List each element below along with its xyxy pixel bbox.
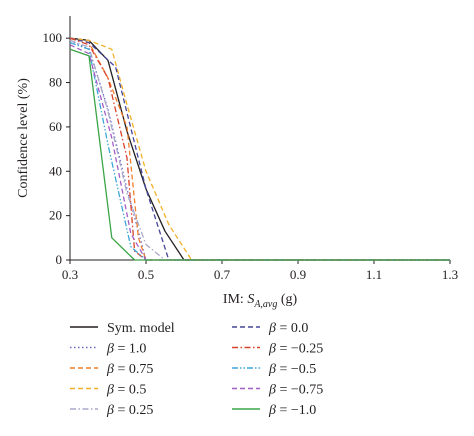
y-tick-label: 0 <box>56 252 63 267</box>
legend-item: β = 0.75 <box>70 362 153 377</box>
x-tick-label: 0.7 <box>214 267 231 282</box>
y-axis-title: Confidence level (%) <box>16 78 31 198</box>
x-axis-title-prefix: IM: <box>223 292 248 307</box>
series-lines <box>69 37 450 261</box>
y-tick-label: 100 <box>43 30 63 45</box>
legend-label: β = 0.75 <box>106 362 153 377</box>
x-tick-label: 0.5 <box>138 267 154 282</box>
series-line-0 <box>69 37 450 261</box>
y-tick-label: 40 <box>49 163 62 178</box>
series-line-3 <box>69 37 450 261</box>
legend-label: β = 0.5 <box>106 383 146 398</box>
x-tick-label: 1.1 <box>366 267 382 282</box>
series-line-4 <box>69 39 450 261</box>
legend-label: β = 0.25 <box>106 403 153 418</box>
x-axis-title-suffix: (g) <box>277 292 297 307</box>
x-axis-title-symbol: S <box>247 292 254 307</box>
legend-item: β = −1.0 <box>232 403 316 418</box>
chart-legend: Sym. model β = 1.0 β = 0.75 β = 0.5 β = 0.25… <box>70 321 323 418</box>
legend-label: Sym. model <box>107 321 175 336</box>
series-line-5 <box>69 37 450 261</box>
legend-item: β = 0.5 <box>70 383 146 398</box>
x-axis-title: IM: SA,avg (g) <box>223 292 298 310</box>
legend-item: β = −0.5 <box>232 362 316 377</box>
series-line-9 <box>69 48 450 261</box>
series-line-8 <box>69 44 450 261</box>
y-tick-label: 60 <box>49 119 62 134</box>
x-tick-label: 0.3 <box>62 267 78 282</box>
legend-item: β = 0.0 <box>232 321 308 336</box>
legend-item: β = 1.0 <box>70 342 146 357</box>
legend-item: β = 0.25 <box>70 403 153 418</box>
legend-label: β = −0.75 <box>268 383 323 398</box>
legend-label: β = −1.0 <box>268 403 316 418</box>
series-line-1 <box>69 39 450 261</box>
y-tick-label: 80 <box>49 75 62 90</box>
series-line-6 <box>69 37 450 261</box>
legend-label: β = −0.25 <box>268 342 323 357</box>
x-tick-label: 0.9 <box>290 267 306 282</box>
x-tick-label: 1.3 <box>442 267 458 282</box>
series-line-7 <box>69 41 450 261</box>
y-tick-label: 20 <box>49 208 62 223</box>
series-line-2 <box>69 37 450 261</box>
legend-label: β = 1.0 <box>106 342 146 357</box>
legend-label: β = 0.0 <box>268 321 308 336</box>
legend-item: β = −0.75 <box>232 383 323 398</box>
plot-area: 0 20 40 60 80 100 0.3 0.5 0.7 0.9 1.1 1.3 <box>43 16 458 282</box>
y-axis-ticks: 0 20 40 60 80 100 <box>43 30 70 267</box>
legend-item: β = −0.25 <box>232 342 323 357</box>
legend-label: β = −0.5 <box>268 362 316 377</box>
x-axis-ticks: 0.3 0.5 0.7 0.9 1.1 1.3 <box>62 260 458 282</box>
legend-item: Sym. model <box>70 321 175 336</box>
x-axis-title-subscript: A,avg <box>253 299 277 310</box>
